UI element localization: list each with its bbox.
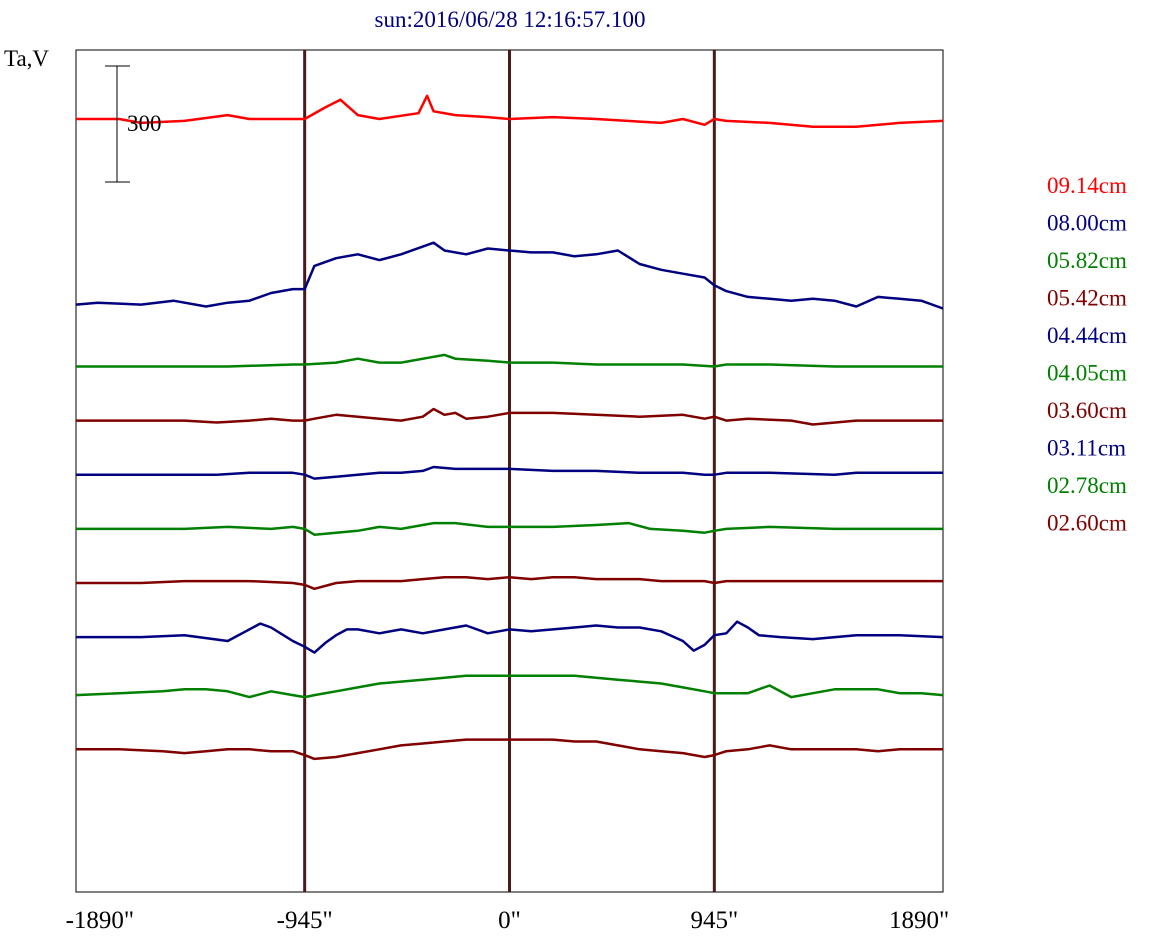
- y-axis-label: Ta,V: [4, 46, 49, 71]
- series-line-8: [75, 674, 944, 699]
- legend: 09.14cm 08.00cm 05.82cm 05.42cm 04.44cm 04.05…: [1047, 173, 1127, 536]
- legend-entry-3: 05.42cm: [1047, 286, 1127, 311]
- x-tick-labels: -1890" -945" 0" 945" 1890": [66, 907, 950, 934]
- legend-entry-7: 03.11cm: [1047, 436, 1126, 461]
- legend-entry-2: 05.82cm: [1047, 248, 1127, 273]
- legend-entry-4: 04.44cm: [1047, 323, 1127, 348]
- reference-lines: [303, 50, 716, 892]
- series-line-3: [76, 407, 943, 426]
- legend-entry-5: 04.05cm: [1047, 361, 1127, 386]
- x-tick-label-0: -1890": [66, 907, 135, 934]
- series-line-2: [76, 353, 943, 368]
- legend-entry-8: 02.78cm: [1047, 473, 1127, 498]
- x-tick-label-4: 1890": [889, 907, 949, 934]
- series-line-4: [76, 465, 943, 480]
- series-line-7: [76, 620, 944, 654]
- legend-entry-6: 03.60cm: [1047, 398, 1127, 423]
- legend-entry-0: 09.14cm: [1047, 173, 1127, 198]
- scale-bar-label: 300: [127, 111, 162, 136]
- scale-bar: 300: [105, 65, 162, 183]
- series-line-9: [76, 738, 943, 761]
- series-layer: [75, 94, 944, 761]
- series-line-1: [75, 241, 944, 310]
- x-tick-label-1: -945": [277, 907, 333, 934]
- series-line-6: [76, 575, 943, 591]
- chart-title: sun:2016/06/28 12:16:57.100: [375, 7, 646, 32]
- legend-entry-9: 02.60cm: [1047, 511, 1127, 536]
- x-tick-label-2: 0": [498, 907, 521, 934]
- series-line-0: [76, 94, 944, 128]
- series-line-5: [76, 521, 943, 536]
- legend-entry-1: 08.00cm: [1047, 211, 1127, 236]
- x-tick-label-3: 945": [690, 907, 738, 934]
